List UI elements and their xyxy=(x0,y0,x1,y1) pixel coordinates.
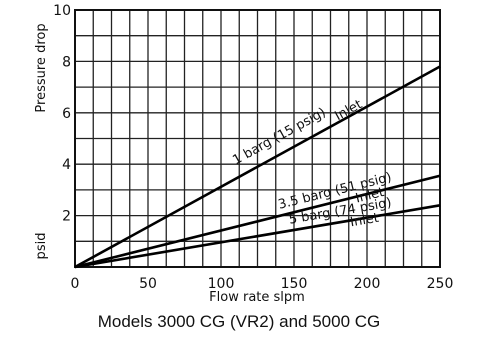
chart-caption: Models 3000 CG (VR2) and 5000 CG xyxy=(97,312,381,331)
y-axis-label-bottom: psid xyxy=(34,233,49,260)
x-tick-label: 50 xyxy=(139,276,157,292)
tick-labels: 0 50 100 150 200 250 2 4 6 8 10 xyxy=(53,3,453,292)
y-axis-label-top: Pressure drop xyxy=(34,23,49,112)
x-tick-label: 150 xyxy=(281,276,308,292)
x-tick-label: 0 xyxy=(71,276,80,292)
series-lines xyxy=(74,65,441,269)
grid xyxy=(75,10,440,267)
y-tick-label: 10 xyxy=(53,3,71,19)
y-tick-label: 8 xyxy=(62,54,71,70)
series-2-label-line2: Inlet xyxy=(354,185,386,207)
y-tick-label: 4 xyxy=(62,157,71,173)
x-tick-label: 100 xyxy=(208,276,235,292)
x-axis-label: Flow rate slpm xyxy=(209,290,305,305)
series-3-label-line2: Inlet xyxy=(349,211,380,231)
x-tick-label: 200 xyxy=(354,276,381,292)
series-line-3 xyxy=(74,204,441,269)
series-line-1 xyxy=(74,65,441,269)
y-tick-label: 2 xyxy=(62,209,71,225)
series-line-2 xyxy=(74,174,441,269)
x-tick-label: 250 xyxy=(427,276,454,292)
plot-frame xyxy=(74,9,441,268)
y-tick-label: 6 xyxy=(62,106,71,122)
